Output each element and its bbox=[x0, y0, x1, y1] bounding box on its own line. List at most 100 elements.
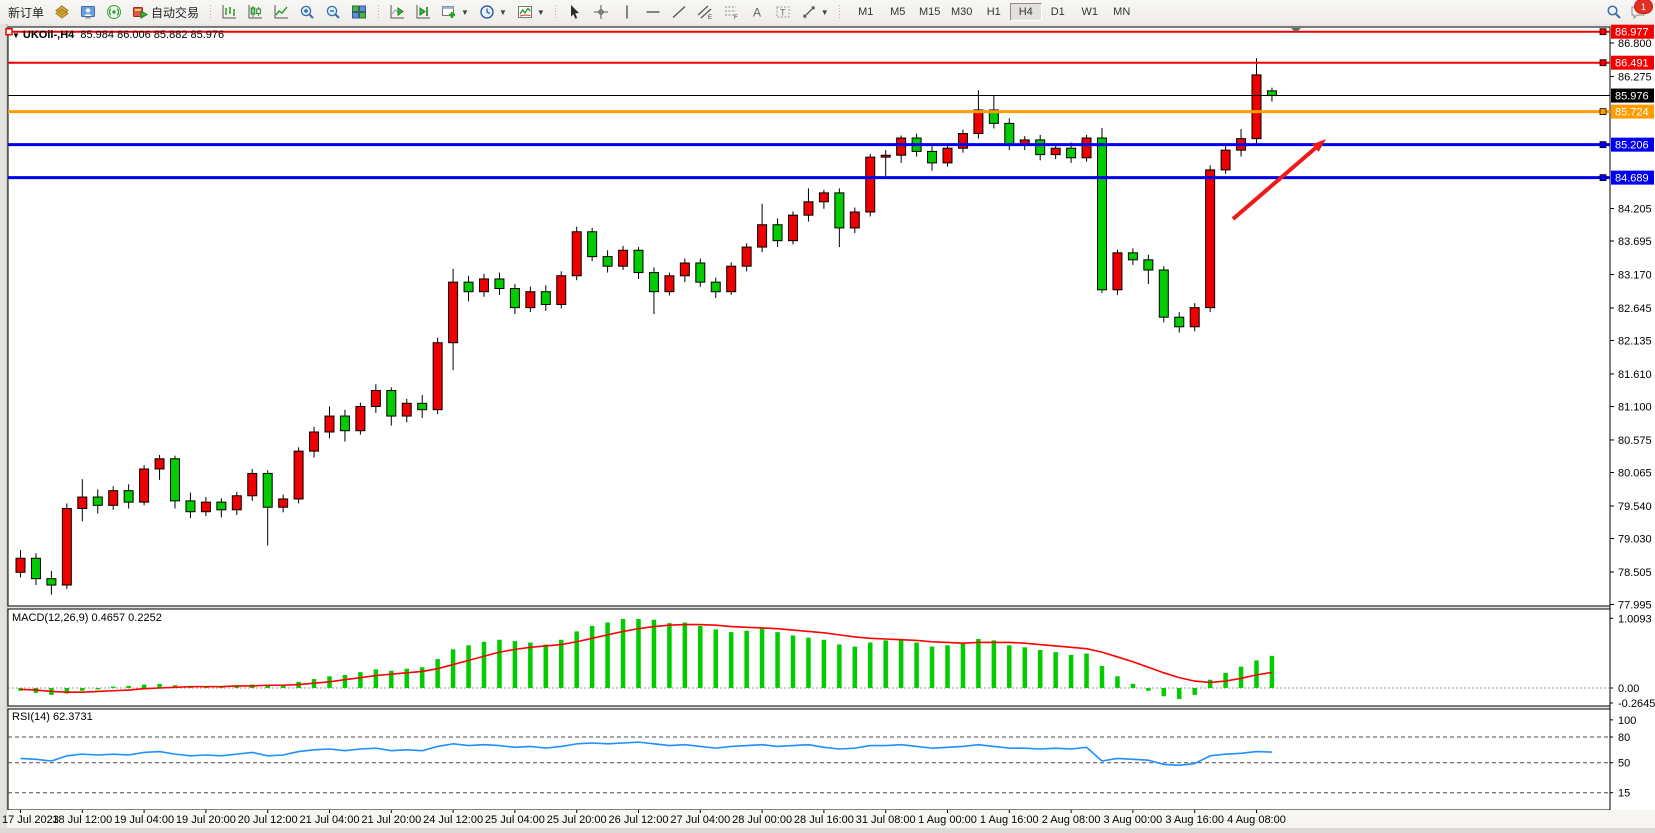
bar-chart-button[interactable] bbox=[216, 1, 242, 23]
tf-w1-button[interactable]: W1 bbox=[1081, 6, 1098, 18]
price-tick-label: 83.170 bbox=[1618, 269, 1652, 281]
tf-mn-button[interactable]: MN bbox=[1113, 6, 1131, 18]
price-badge-value: 86.977 bbox=[1615, 27, 1649, 39]
new-chart-button[interactable]: ▼ bbox=[436, 1, 474, 23]
candle bbox=[1050, 147, 1061, 156]
history-center-button[interactable] bbox=[49, 1, 75, 23]
toolbar-grip[interactable] bbox=[837, 3, 842, 21]
autotrading-label: 自动交易 bbox=[151, 5, 200, 20]
chart-shift-button[interactable] bbox=[410, 1, 436, 23]
candle bbox=[123, 490, 134, 503]
candle bbox=[170, 458, 180, 502]
new-order-button[interactable]: 新订单 bbox=[3, 1, 49, 23]
candle bbox=[942, 147, 953, 164]
autotrading-icon bbox=[133, 7, 149, 19]
candle bbox=[216, 501, 227, 511]
toolbar-grip[interactable] bbox=[376, 3, 381, 21]
candle bbox=[108, 490, 119, 506]
candle bbox=[463, 281, 474, 293]
zoom-in-button[interactable] bbox=[294, 1, 320, 23]
trend-arrow-head[interactable] bbox=[1312, 139, 1326, 152]
line-handle[interactable] bbox=[1599, 174, 1607, 182]
horizontal-line-button[interactable] bbox=[640, 1, 666, 23]
time-axis-label: 17 Jul 2023 bbox=[2, 814, 59, 826]
price-tick-label: 81.610 bbox=[1618, 369, 1652, 381]
price-tick-label: 86.800 bbox=[1618, 38, 1652, 50]
toolbar-grip[interactable] bbox=[553, 3, 558, 21]
text-button[interactable]: A bbox=[744, 1, 770, 23]
line-handle[interactable] bbox=[5, 27, 13, 36]
vertical-line-button[interactable] bbox=[614, 1, 640, 23]
zoom-out-icon bbox=[326, 5, 340, 19]
period-button[interactable]: ▼ bbox=[474, 1, 512, 23]
indicators-button[interactable]: ▼ bbox=[512, 1, 550, 23]
signal-icon bbox=[107, 5, 122, 19]
candle bbox=[1112, 252, 1123, 291]
time-axis-label: 24 Jul 12:00 bbox=[423, 814, 483, 826]
profile-button[interactable] bbox=[75, 1, 101, 23]
candle bbox=[1066, 147, 1077, 159]
candle-chart-button[interactable] bbox=[242, 1, 268, 23]
price-tick-label: 80.065 bbox=[1618, 467, 1652, 479]
tf-m1-button[interactable]: M1 bbox=[858, 6, 874, 18]
cursor-button[interactable] bbox=[562, 1, 588, 23]
time-axis-label: 28 Jul 16:00 bbox=[794, 814, 854, 826]
auto-scroll-button[interactable] bbox=[384, 1, 410, 23]
timeframe-toolbar: M1 M5 M15 M30 H1 H4 D1 W1 MN bbox=[850, 3, 1138, 21]
candle bbox=[818, 192, 829, 203]
tile-windows-button[interactable] bbox=[346, 1, 372, 23]
line-chart-button[interactable] bbox=[268, 1, 294, 23]
new-order-label: 新订单 bbox=[8, 5, 45, 20]
equidistant-channel-button[interactable]: E bbox=[692, 1, 718, 23]
line-handle[interactable] bbox=[1599, 59, 1607, 67]
candle bbox=[648, 272, 659, 293]
candle bbox=[185, 500, 196, 513]
tf-m5-button[interactable]: M5 bbox=[890, 6, 906, 18]
rsi-panel[interactable] bbox=[7, 708, 1611, 811]
candle bbox=[571, 231, 582, 277]
signal-button[interactable] bbox=[101, 1, 127, 23]
crosshair-button[interactable] bbox=[588, 1, 614, 23]
candle bbox=[618, 249, 629, 267]
candle bbox=[679, 262, 690, 277]
arrows-button[interactable]: ▼ bbox=[796, 1, 834, 23]
candle bbox=[262, 472, 273, 508]
chart-canvas[interactable]: 86.800 86.275 84.205 83.695 83.170 82.645 82.1… bbox=[0, 24, 1655, 833]
toolbar-grip[interactable] bbox=[208, 3, 213, 21]
price-tick-label: 81.100 bbox=[1618, 401, 1652, 413]
tf-h4-button[interactable]: H4 bbox=[1009, 3, 1042, 21]
chat-button[interactable]: 1 bbox=[1630, 0, 1653, 20]
main-price-panel[interactable] bbox=[7, 26, 1611, 607]
autotrading-button[interactable]: 自动交易 bbox=[127, 1, 204, 23]
macd-signal-line bbox=[20, 623, 1273, 693]
price-tick-label: 79.030 bbox=[1618, 533, 1652, 545]
text-icon: A bbox=[753, 6, 761, 20]
candle bbox=[880, 154, 891, 158]
candle bbox=[556, 275, 567, 305]
tf-d1-button[interactable]: D1 bbox=[1050, 6, 1065, 18]
fibonacci-button[interactable]: F bbox=[718, 1, 744, 23]
trend-arrow-annotation[interactable] bbox=[1231, 146, 1317, 221]
candle bbox=[1081, 137, 1092, 159]
candle bbox=[1097, 137, 1107, 291]
line-handle[interactable] bbox=[1599, 108, 1607, 116]
line-handle[interactable] bbox=[1599, 141, 1607, 149]
bottom-edge-strip bbox=[0, 828, 1655, 833]
tf-m15-button[interactable]: M15 bbox=[919, 6, 941, 18]
arrows-icon bbox=[803, 6, 815, 18]
chart-shift-marker[interactable] bbox=[1291, 28, 1301, 33]
candle bbox=[1220, 149, 1231, 171]
candle bbox=[927, 150, 938, 164]
search-icon[interactable] bbox=[1606, 4, 1622, 20]
svg-text:T: T bbox=[780, 8, 786, 18]
tf-m30-button[interactable]: M30 bbox=[951, 6, 973, 18]
zoom-out-button[interactable] bbox=[320, 1, 346, 23]
chart-shift-icon bbox=[416, 5, 431, 19]
candle bbox=[15, 557, 26, 573]
tf-h1-button[interactable]: H1 bbox=[986, 6, 1001, 18]
macd-axis-label: 1.0093 bbox=[1618, 613, 1652, 625]
line-handle[interactable] bbox=[1599, 28, 1607, 36]
candle bbox=[834, 192, 845, 229]
trendline-button[interactable] bbox=[666, 1, 692, 23]
text-label-button[interactable]: T bbox=[770, 1, 796, 23]
